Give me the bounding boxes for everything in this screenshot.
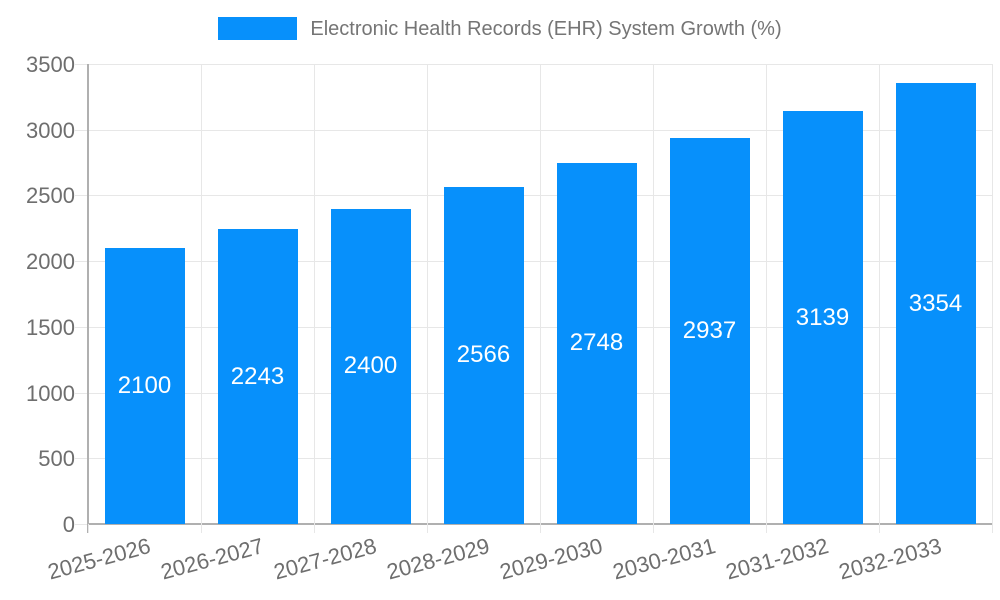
x-axis-tick-mark	[201, 524, 202, 533]
y-axis-tick-label: 1500	[26, 314, 75, 340]
y-axis-tick-label: 0	[62, 512, 75, 537]
x-axis-tick-mark	[992, 524, 993, 533]
x-axis-tick-label: 2025-2026	[45, 533, 154, 585]
y-axis-tick-mark	[75, 64, 88, 65]
bar-value-label: 2243	[230, 362, 285, 390]
chart-legend[interactable]: Electronic Health Records (EHR) System G…	[0, 17, 1000, 40]
bar-value-label: 3354	[908, 289, 963, 317]
x-axis-tick-label: 2027-2028	[271, 533, 380, 585]
bar-value-label: 2566	[456, 341, 511, 369]
x-axis-tick-label: 2029-2030	[497, 533, 606, 585]
x-axis-tick-label: 2028-2029	[384, 533, 493, 585]
y-axis-tick-label: 3000	[26, 117, 75, 143]
x-axis-tick-label: 2032-2033	[836, 533, 945, 585]
y-axis-line	[87, 64, 89, 533]
y-axis-tick-label: 500	[38, 446, 75, 472]
y-axis-tick-mark	[75, 195, 88, 197]
y-axis-tick-mark	[75, 326, 88, 328]
x-gridline	[766, 64, 767, 524]
bar[interactable]: 2243	[217, 229, 298, 524]
x-axis-tick-label: 2031-2032	[723, 533, 832, 585]
legend-swatch	[218, 17, 298, 40]
y-axis-tick-mark	[75, 129, 88, 131]
bar-value-label: 2100	[117, 372, 172, 399]
x-gridline	[879, 64, 880, 524]
bar[interactable]: 2937	[669, 138, 750, 524]
bar[interactable]: 2566	[443, 186, 524, 524]
plot-area: 2100 2243 2400 2566 2748 2937 3139 3354	[88, 64, 993, 525]
legend-label: Electronic Health Records (EHR) System G…	[310, 17, 782, 40]
x-axis-tick-mark	[653, 524, 654, 533]
x-axis-tick-label: 2026-2027	[158, 533, 267, 585]
x-axis-tick-mark	[766, 524, 767, 533]
bar-value-label: 2748	[569, 329, 624, 357]
x-gridline	[653, 64, 654, 524]
x-gridline	[540, 64, 541, 524]
bar-value-label: 3139	[795, 303, 850, 331]
bar-value-label: 2400	[343, 352, 398, 380]
y-axis-tick-mark	[75, 458, 88, 460]
x-gridline	[992, 64, 993, 524]
x-gridline	[314, 64, 315, 524]
x-axis-tick-mark	[879, 524, 880, 533]
x-gridline	[201, 64, 202, 524]
y-axis-tick-mark	[75, 261, 88, 263]
y-axis-tick-label: 2000	[26, 249, 75, 275]
y-axis-tick-label: 1000	[26, 380, 75, 406]
x-axis-tick-mark	[540, 524, 541, 533]
y-axis-tick-label: 3500	[26, 52, 75, 77]
y-axis-tick-label: 2500	[26, 183, 75, 209]
bar-value-label: 2937	[682, 317, 737, 344]
bar[interactable]: 2100	[104, 248, 185, 524]
bar[interactable]: 3139	[782, 111, 863, 524]
x-axis-tick-mark	[427, 524, 428, 533]
x-axis-tick-mark	[88, 524, 89, 533]
x-gridline	[427, 64, 428, 524]
y-axis-tick-mark	[75, 524, 88, 525]
bar[interactable]: 2400	[330, 208, 411, 524]
bar[interactable]: 3354	[895, 83, 976, 524]
bar[interactable]: 2748	[556, 162, 637, 524]
x-axis-tick-mark	[314, 524, 315, 533]
x-axis-tick-label: 2030-2031	[610, 533, 719, 585]
y-axis-tick-mark	[75, 392, 88, 394]
